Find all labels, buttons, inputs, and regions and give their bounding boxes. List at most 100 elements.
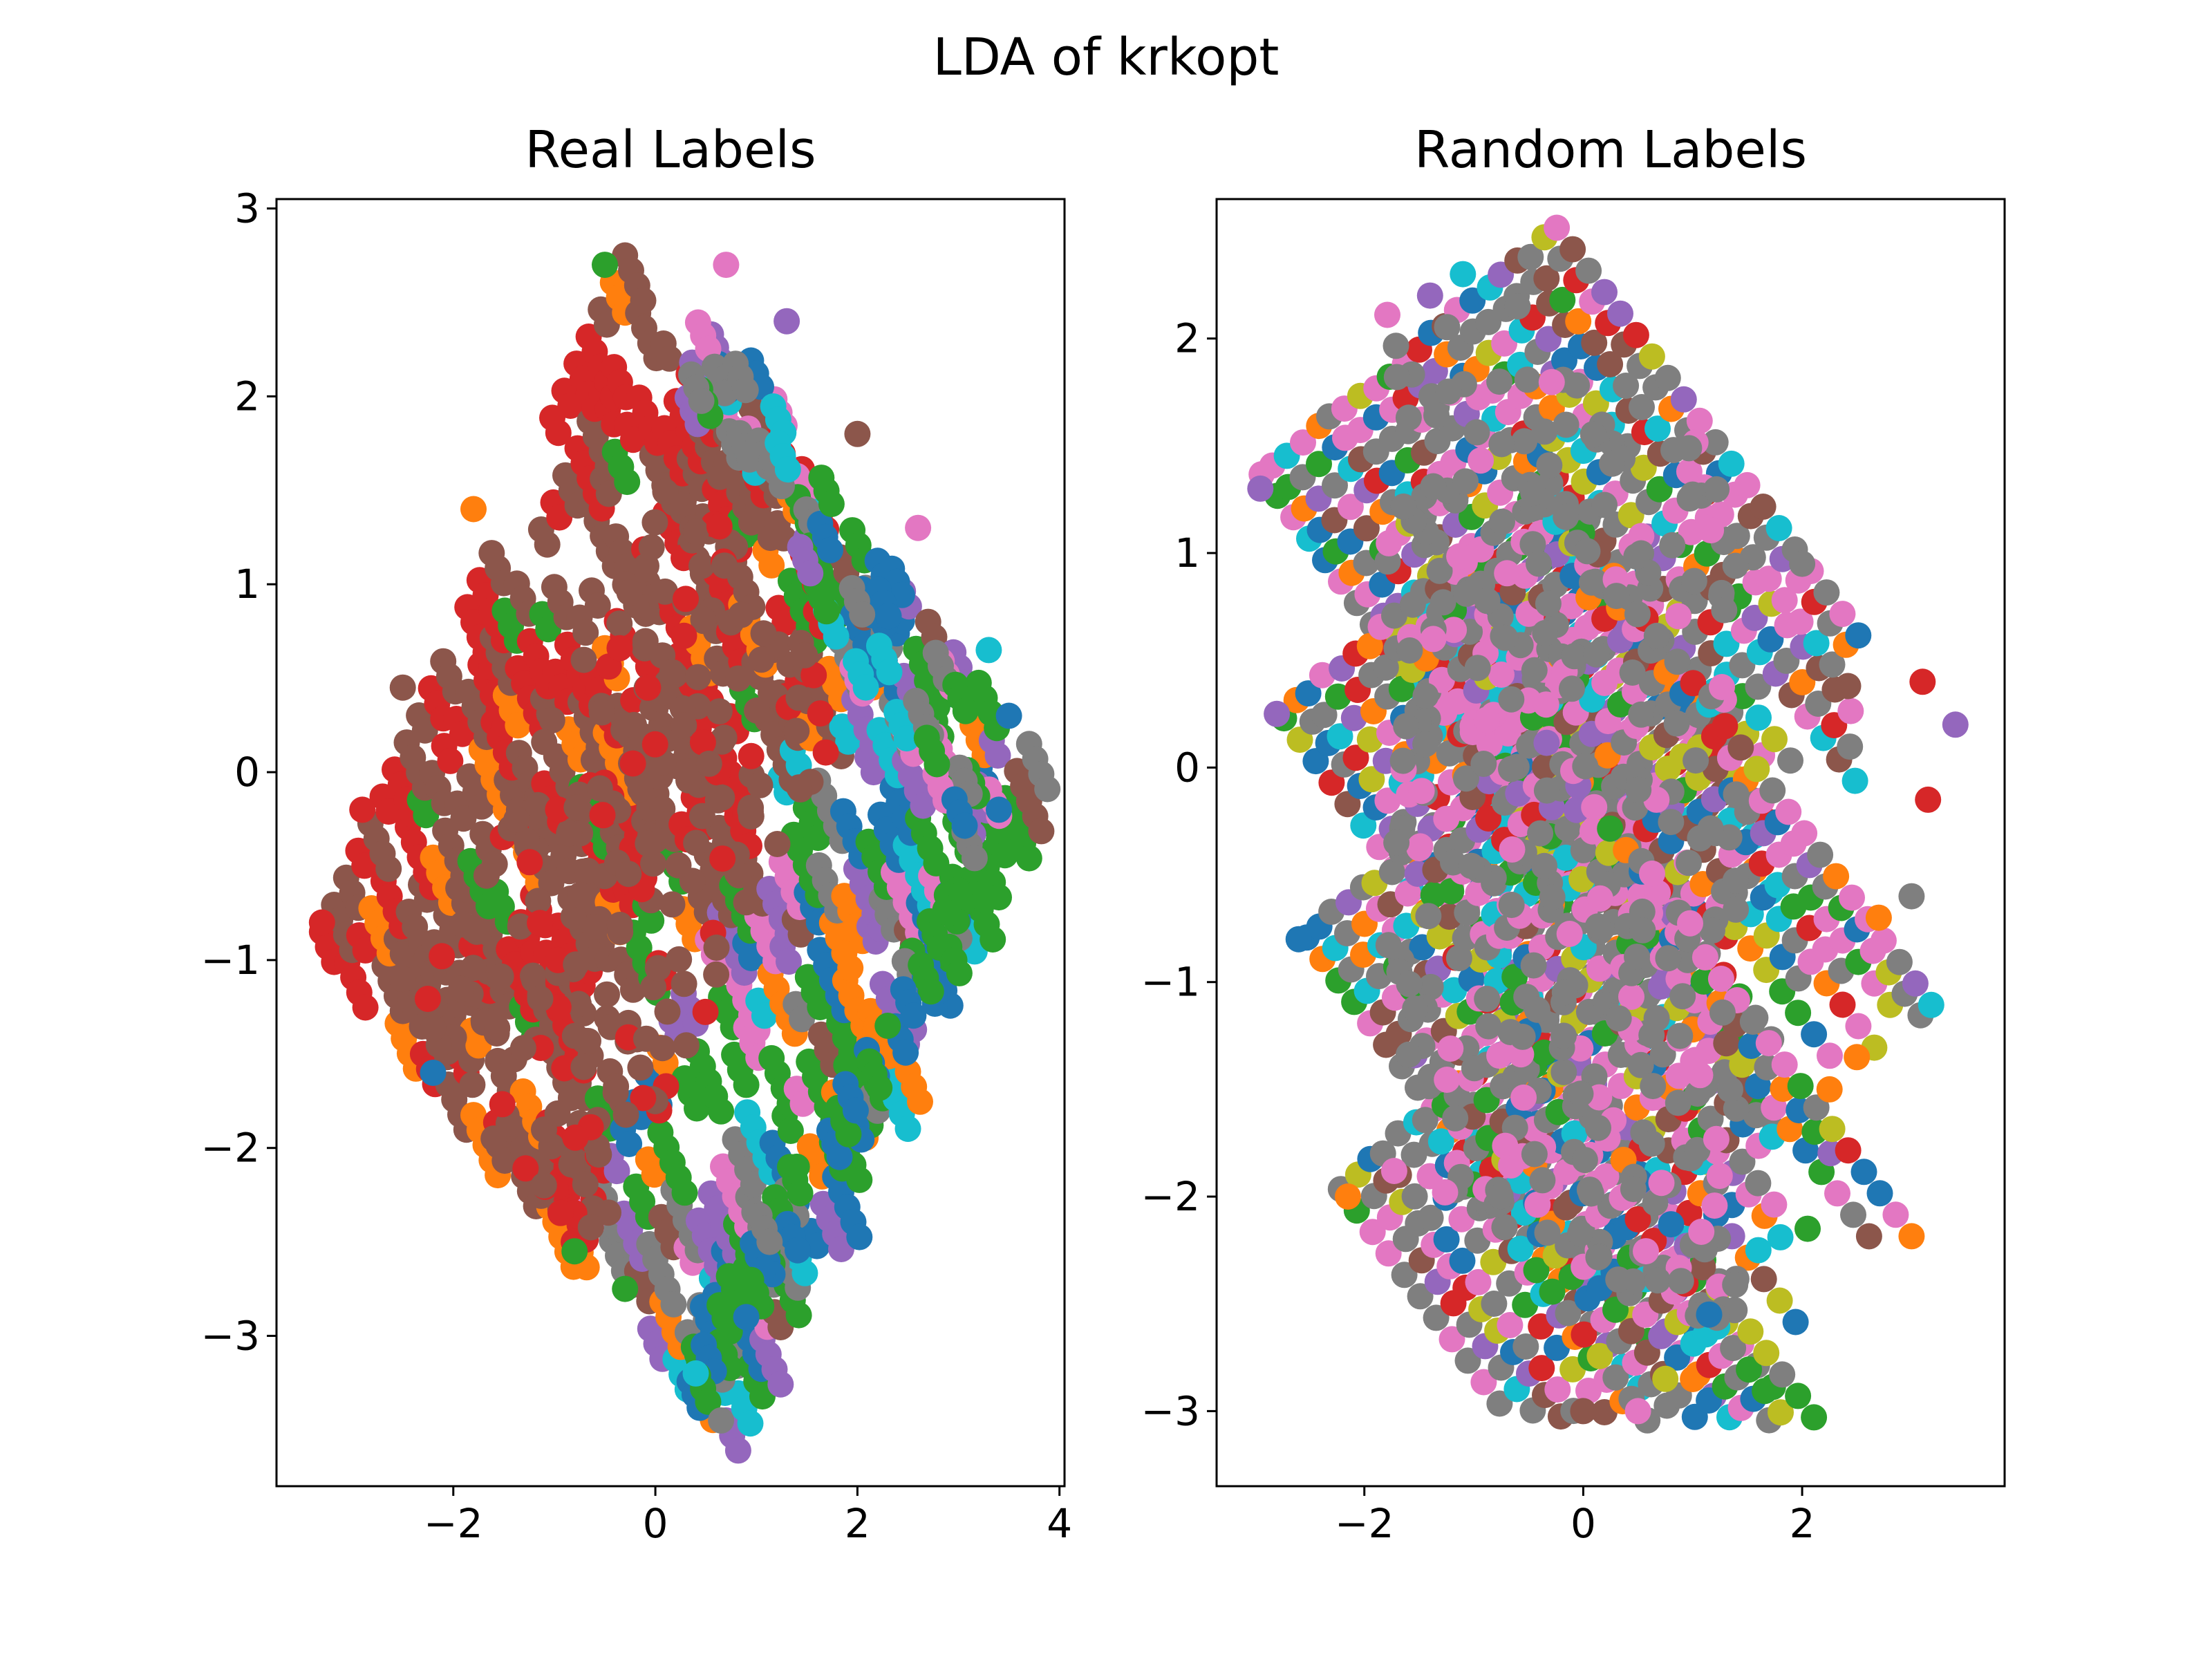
random-labels-point — [1584, 913, 1611, 940]
real-labels-point — [866, 1074, 893, 1101]
random-labels-point — [1658, 1211, 1685, 1238]
real-labels-axes-frame — [275, 198, 1066, 1488]
random-labels-point — [1474, 986, 1501, 1012]
real-labels-sample-point — [986, 796, 1012, 823]
random-labels-sample-point — [1450, 261, 1477, 288]
real-labels-point — [627, 1054, 654, 1081]
real-labels-point — [910, 792, 937, 819]
random-labels-point — [1435, 378, 1462, 405]
random-labels-point — [1561, 1120, 1588, 1147]
random-labels-panel: Random Labels −2 0 2 −3 −2 −1 0 1 2 — [1141, 120, 2006, 1547]
real-labels-sample-point — [708, 1407, 735, 1434]
random-labels-point — [1658, 809, 1685, 836]
real-labels-point — [565, 991, 592, 1018]
random-labels-point — [1680, 1047, 1707, 1074]
real-labels-point — [570, 1053, 597, 1080]
random-labels-point — [1688, 1219, 1715, 1245]
real-labels-point — [583, 914, 609, 940]
random-labels-point — [1845, 622, 1872, 649]
random-labels-point — [1475, 805, 1502, 832]
random-labels-point — [1711, 597, 1738, 624]
random-labels-point — [1529, 1167, 1556, 1194]
real-labels-point — [652, 578, 679, 605]
random-labels-point — [1683, 747, 1709, 774]
random-labels-sample-point — [1909, 668, 1936, 695]
random-labels-point — [1813, 579, 1840, 606]
real-labels-point — [673, 1032, 700, 1059]
random-labels-point — [1535, 590, 1562, 617]
real-labels-point — [774, 456, 801, 483]
real-labels-point — [631, 635, 658, 662]
random-labels-point — [1870, 927, 1897, 954]
real-labels-point — [563, 951, 590, 978]
random-labels-point — [1571, 1321, 1597, 1348]
real-labels-point — [750, 620, 777, 647]
real-labels-point — [606, 912, 633, 938]
random-labels-point — [1549, 286, 1576, 313]
random-labels-point — [1497, 1312, 1524, 1338]
real-labels-point — [823, 623, 850, 650]
random-labels-point — [1607, 300, 1633, 327]
random-labels-point — [1327, 723, 1353, 750]
random-labels-point — [1442, 1105, 1469, 1132]
random-labels-point — [1676, 850, 1702, 877]
random-labels-point — [1618, 984, 1644, 1010]
real-labels-point — [448, 975, 475, 1002]
random-labels-point — [1375, 1240, 1402, 1267]
random-labels-point — [1640, 1073, 1667, 1100]
random-labels-point — [1659, 532, 1686, 559]
real-labels-point — [484, 1015, 511, 1042]
real-labels-point — [852, 674, 879, 701]
random-labels-point — [1771, 1051, 1798, 1078]
random-labels-point — [1550, 1022, 1577, 1049]
random-labels-point — [1420, 626, 1447, 653]
random-labels-sample-point — [1652, 1365, 1679, 1392]
real-labels-point — [459, 1071, 486, 1098]
random-labels-point — [1841, 767, 1868, 794]
y-tick-label: 0 — [1174, 744, 1200, 791]
real-labels-point — [777, 1118, 804, 1144]
random-labels-sample-point — [1915, 786, 1942, 813]
random-labels-point — [1755, 1030, 1782, 1057]
random-labels-point — [1441, 617, 1468, 644]
random-labels-point — [1701, 1192, 1728, 1219]
random-labels-point — [1533, 265, 1560, 292]
random-labels-sample-point — [1624, 1398, 1651, 1425]
random-labels-point — [1605, 1266, 1632, 1293]
random-labels-point — [1840, 1201, 1866, 1228]
real-labels-point — [683, 830, 710, 856]
real-labels-point — [807, 700, 834, 727]
real-labels-point — [615, 861, 642, 888]
random-labels-point — [1423, 402, 1450, 429]
random-labels-point — [1605, 1005, 1632, 1032]
random-labels-point — [1807, 841, 1834, 868]
random-labels-point — [1376, 529, 1403, 556]
real-labels-point — [682, 518, 709, 545]
random-labels-sample-point — [1335, 1183, 1361, 1210]
random-labels-point — [1720, 1335, 1747, 1362]
random-labels-point — [1655, 945, 1682, 972]
random-labels-point — [1736, 1356, 1763, 1383]
real-labels-point — [560, 903, 587, 930]
real-labels-point — [616, 579, 643, 606]
real-labels-point — [570, 646, 597, 673]
real-labels-point — [514, 827, 541, 854]
random-labels-point — [1567, 1220, 1593, 1247]
real-labels-point — [545, 420, 572, 447]
random-labels-point — [1407, 833, 1434, 860]
random-labels-point — [1378, 859, 1405, 885]
random-labels-point — [1627, 1051, 1654, 1078]
random-labels-point — [1487, 1183, 1514, 1210]
random-labels-point — [1514, 366, 1541, 393]
real-labels-sample-point — [349, 796, 376, 823]
random-labels-sample-point — [1898, 883, 1925, 910]
random-labels-point — [1624, 601, 1651, 628]
random-labels-point — [1533, 691, 1559, 718]
random-labels-point — [1531, 852, 1558, 879]
random-labels-point — [1401, 1183, 1428, 1210]
random-labels-point — [1342, 744, 1369, 771]
random-labels-point — [1553, 411, 1580, 438]
random-labels-point — [1544, 1376, 1571, 1403]
real-labels-point — [563, 794, 590, 821]
random-labels-point — [1488, 662, 1515, 688]
